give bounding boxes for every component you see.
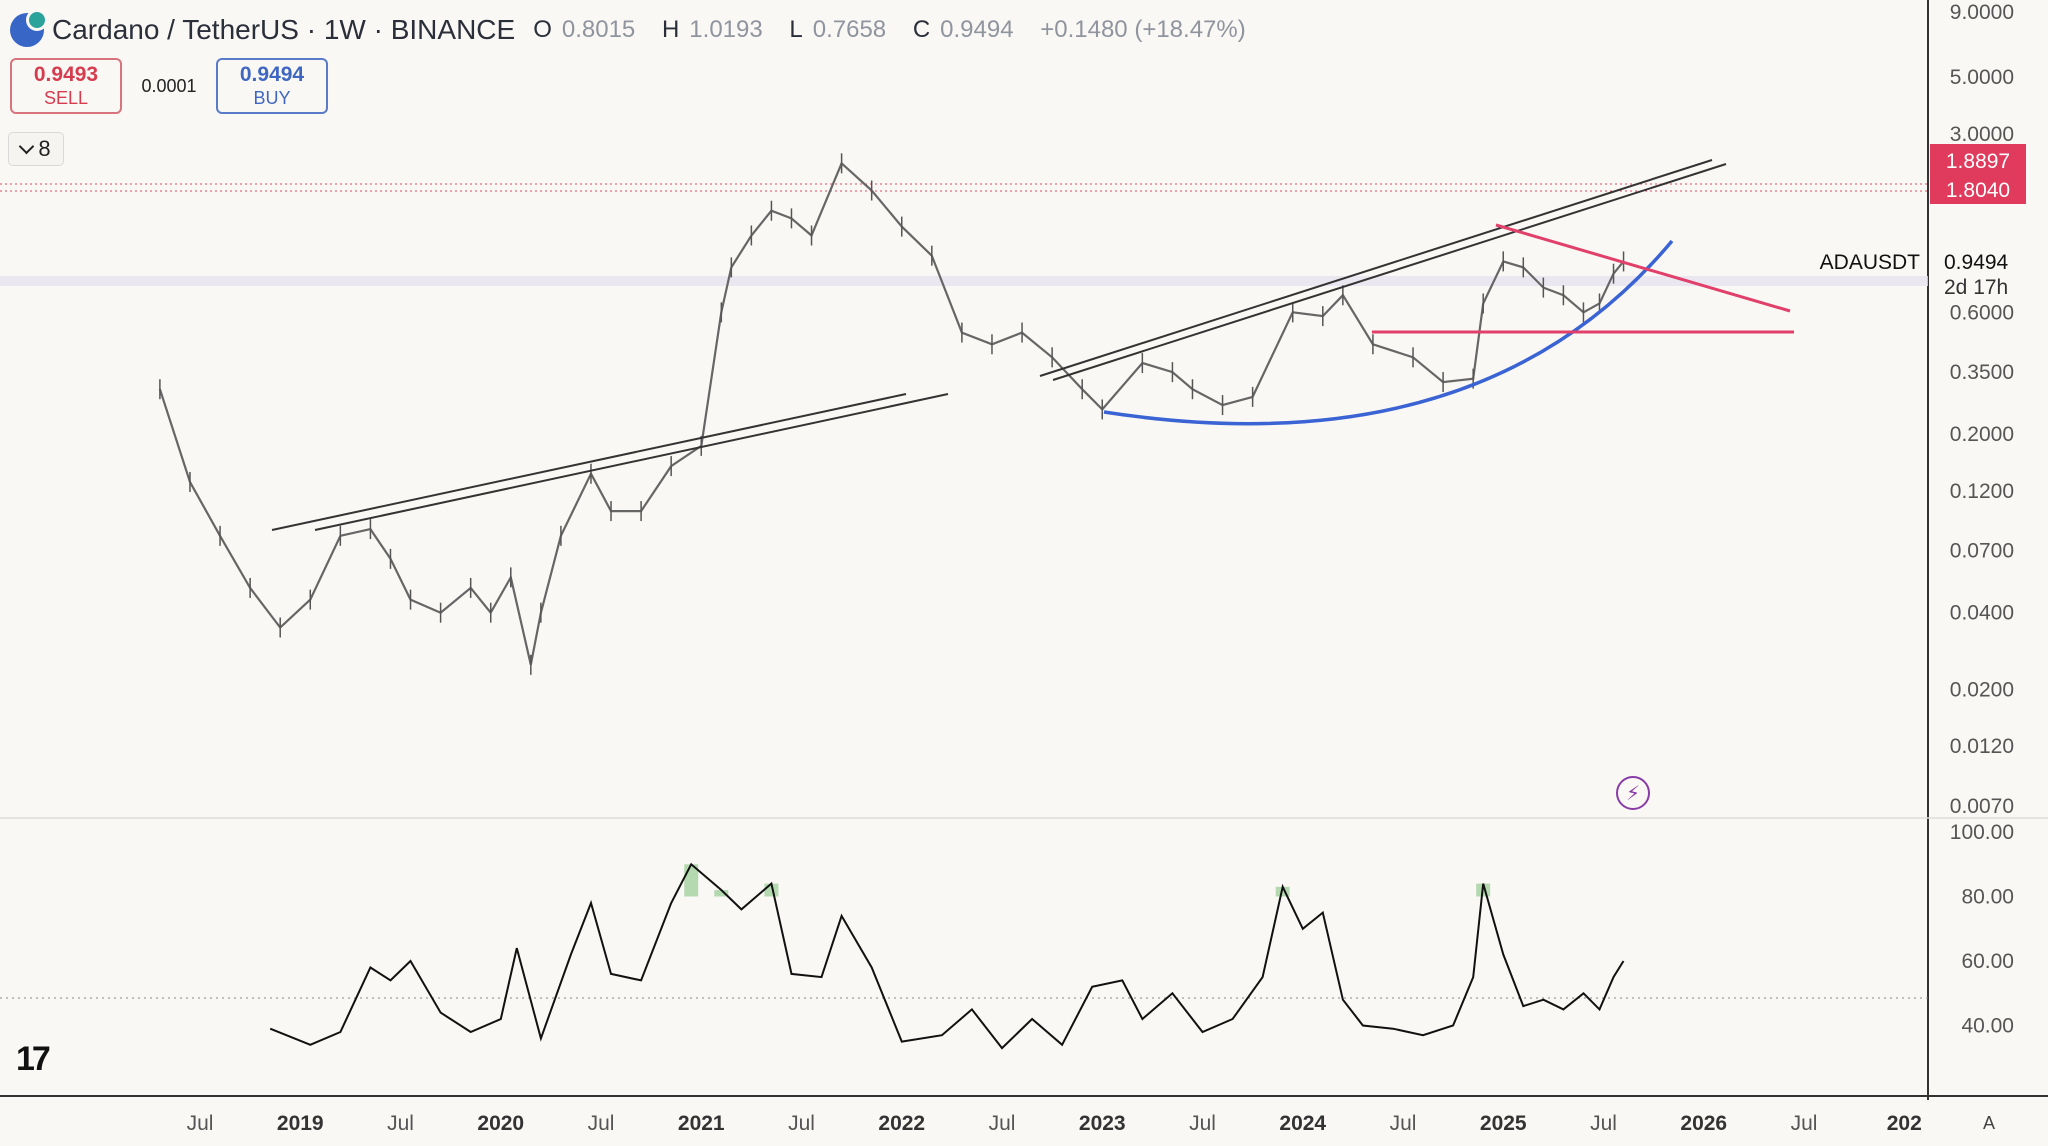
alert-tag-2[interactable] — [1930, 174, 2026, 204]
close-value: 0.9494 — [940, 16, 1014, 43]
ohlc-values: O 0.8015 H 1.0193 L 0.7658 C 0.9494 +0.1480 … — [533, 16, 1256, 44]
sell-price: 0.9493 — [33, 63, 99, 86]
time-axis-tick-label: Jul — [187, 1112, 214, 1135]
open-value: 0.8015 — [561, 16, 636, 43]
rsi-axis-tick-label: 100.00 — [1950, 821, 2014, 844]
price-pane[interactable] — [158, 153, 1625, 675]
price-axis-tick-label: 0.0200 — [1950, 679, 2014, 702]
price-axis-tick-label: 5.0000 — [1950, 66, 2014, 89]
trendline-upper-2[interactable] — [1052, 163, 1727, 381]
low-value: 0.7658 — [812, 16, 887, 43]
symbol-header: Cardano / TetherUS · 1W · BINANCE O 0.801… — [10, 8, 1256, 52]
rounding-bottom-curve[interactable] — [1103, 239, 1674, 426]
time-axis-tick-label: 2022 — [878, 1112, 925, 1135]
price-axis-tick-label: 0.0400 — [1950, 602, 2014, 625]
time-axis-tick-label: 2026 — [1680, 1112, 1727, 1135]
time-axis-tick-label: Jul — [1390, 1112, 1417, 1135]
descending-trendline[interactable] — [1495, 223, 1791, 313]
alert-tag-1-text: 1.8897 — [1946, 150, 2010, 173]
sell-button[interactable]: 0.9493 SELL — [10, 58, 122, 114]
time-axis-tick-label: Jul — [1590, 1112, 1617, 1135]
time-axis[interactable]: Jul 2019 Jul 2020 Jul 2021 Jul 2022 Jul 2023 Jul 20… — [187, 1112, 1922, 1135]
cardano-logo-icon — [10, 9, 48, 47]
change-value: +0.1480 (+18.47%) — [1040, 16, 1246, 43]
current-price-band — [0, 276, 1928, 286]
indicators-count: 8 — [38, 136, 51, 161]
time-axis-tick-label: 2019 — [277, 1112, 324, 1135]
low-label: L — [789, 16, 803, 43]
high-label: H — [661, 16, 680, 43]
price-axis-tick-label: 0.6000 — [1950, 301, 2014, 324]
trendline-upper-1[interactable] — [1039, 159, 1713, 377]
price-axis-tick-label: 0.0120 — [1950, 735, 2014, 758]
time-axis-tick-label: Jul — [788, 1112, 815, 1135]
lightning-icon[interactable]: ⚡ — [1616, 776, 1650, 810]
rsi-axis[interactable]: 100.00 80.00 60.00 40.00 — [1950, 821, 2014, 1038]
time-axis-tick-label: 2025 — [1480, 1112, 1527, 1135]
open-label: O — [533, 16, 552, 43]
auto-scale-button[interactable]: A — [1982, 1112, 1995, 1133]
time-axis-tick-label: 202 — [1887, 1112, 1922, 1135]
symbol-title[interactable]: Cardano / TetherUS · 1W · BINANCE — [52, 14, 516, 45]
price-axis-tick-label: 0.2000 — [1950, 423, 2014, 446]
rsi-series-line[interactable] — [269, 862, 1625, 1050]
time-axis-tick-label: Jul — [387, 1112, 414, 1135]
spread-value: 0.0001 — [141, 75, 197, 96]
buy-label: BUY — [253, 88, 291, 108]
trendline-lower-2[interactable] — [314, 393, 949, 531]
alert-tag-2-text: 1.8040 — [1946, 179, 2010, 202]
price-series-line[interactable] — [158, 161, 1625, 666]
time-axis-tick-label: Jul — [1189, 1112, 1216, 1135]
price-axis-tick-label: 0.0700 — [1950, 540, 2014, 563]
time-axis-tick-label: 2020 — [477, 1112, 524, 1135]
chevron-down-icon — [19, 138, 35, 155]
indicators-toggle-button[interactable]: 8 — [8, 132, 64, 166]
price-axis-tick-label: 0.1200 — [1950, 480, 2014, 503]
alert-tag-1[interactable] — [1930, 144, 2026, 176]
symbol-label: ADAUSDT — [1820, 251, 1921, 274]
price-axis-tick-label: 0.3500 — [1950, 361, 2014, 384]
price-axis-tick-label: 9.0000 — [1950, 1, 2014, 24]
time-axis-tick-label: Jul — [1791, 1112, 1818, 1135]
high-value: 1.0193 — [689, 16, 763, 43]
rsi-axis-tick-label: 60.00 — [1961, 950, 2014, 973]
price-axis-tick-label: 0.0070 — [1950, 795, 2014, 818]
time-axis-tick-label: Jul — [588, 1112, 615, 1135]
rsi-axis-tick-label: 40.00 — [1961, 1015, 2014, 1038]
time-axis-tick-label: 2021 — [678, 1112, 725, 1135]
buy-price: 0.9494 — [239, 63, 305, 86]
last-price-label: 0.9494 — [1944, 251, 2009, 274]
time-axis-tick-label: Jul — [989, 1112, 1016, 1135]
bar-countdown-label: 2d 17h — [1944, 276, 2008, 299]
time-axis-tick-label: 2023 — [1079, 1112, 1126, 1135]
trendline-lower-1[interactable] — [271, 393, 907, 531]
price-axis[interactable]: 9.0000 5.0000 3.0000 0.6000 0.3500 0.2000 0.12… — [1950, 1, 2014, 818]
tradingview-logo-icon[interactable]: 17 — [16, 1040, 51, 1078]
rsi-axis-tick-label: 80.00 — [1961, 886, 2014, 909]
trade-buttons: 0.9493 SELL 0.0001 0.9494 BUY — [10, 58, 328, 114]
buy-button[interactable]: 0.9494 BUY — [216, 58, 328, 114]
sell-label: SELL — [43, 88, 89, 108]
time-axis-tick-label: 2024 — [1279, 1112, 1326, 1135]
rsi-pane[interactable] — [269, 862, 1625, 1050]
price-axis-tick-label: 3.0000 — [1950, 123, 2014, 146]
close-label: C — [912, 16, 931, 43]
drawing-tools-layer[interactable] — [271, 159, 1794, 531]
